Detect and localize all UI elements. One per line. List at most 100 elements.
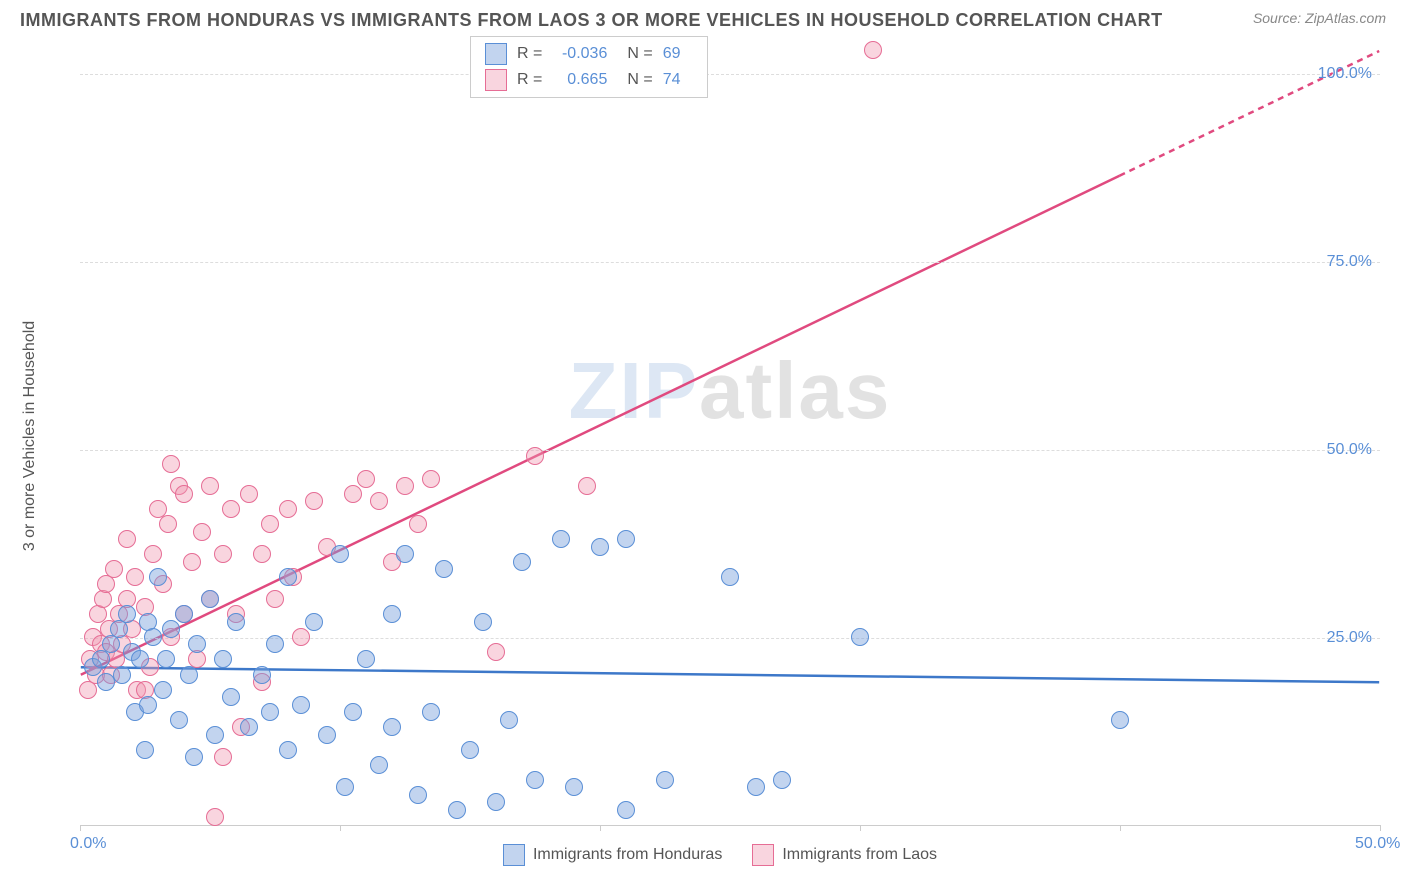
scatter-point bbox=[113, 666, 131, 684]
scatter-point bbox=[193, 523, 211, 541]
scatter-point bbox=[357, 470, 375, 488]
scatter-point bbox=[336, 778, 354, 796]
scatter-point bbox=[396, 477, 414, 495]
scatter-point bbox=[222, 500, 240, 518]
legend-label-laos: Immigrants from Laos bbox=[782, 846, 937, 864]
scatter-point bbox=[331, 545, 349, 563]
legend-swatch-honduras bbox=[503, 844, 525, 866]
scatter-point bbox=[851, 628, 869, 646]
legend-swatch-laos bbox=[752, 844, 774, 866]
scatter-point bbox=[266, 590, 284, 608]
scatter-point bbox=[552, 530, 570, 548]
x-tick bbox=[1380, 825, 1381, 831]
scatter-point bbox=[183, 553, 201, 571]
scatter-point bbox=[461, 741, 479, 759]
scatter-point bbox=[370, 492, 388, 510]
scatter-point bbox=[136, 741, 154, 759]
watermark-atlas: atlas bbox=[699, 346, 891, 435]
r-label: R = bbox=[517, 45, 542, 63]
scatter-point bbox=[253, 545, 271, 563]
scatter-point bbox=[118, 530, 136, 548]
scatter-point bbox=[162, 455, 180, 473]
stats-legend-box: R = -0.036 N = 69 R = 0.665 N = 74 bbox=[470, 36, 708, 98]
scatter-point bbox=[435, 560, 453, 578]
stats-row-laos: R = 0.665 N = 74 bbox=[485, 67, 693, 93]
scatter-point bbox=[526, 447, 544, 465]
scatter-point bbox=[357, 650, 375, 668]
scatter-point bbox=[261, 515, 279, 533]
scatter-point bbox=[513, 553, 531, 571]
scatter-point bbox=[1111, 711, 1129, 729]
scatter-point bbox=[422, 470, 440, 488]
grid-line bbox=[80, 262, 1380, 263]
scatter-point bbox=[279, 500, 297, 518]
swatch-laos bbox=[485, 69, 507, 91]
scatter-point bbox=[175, 485, 193, 503]
trend-line bbox=[81, 667, 1379, 682]
scatter-point bbox=[383, 718, 401, 736]
y-tick-label: 50.0% bbox=[1327, 441, 1372, 459]
scatter-point bbox=[279, 741, 297, 759]
scatter-point bbox=[383, 605, 401, 623]
scatter-point bbox=[118, 605, 136, 623]
grid-line bbox=[80, 450, 1380, 451]
chart-container: 3 or more Vehicles in Household ZIPatlas… bbox=[60, 36, 1380, 836]
r-value-honduras: -0.036 bbox=[552, 45, 607, 63]
y-tick-label: 25.0% bbox=[1327, 629, 1372, 647]
scatter-point bbox=[591, 538, 609, 556]
scatter-point bbox=[253, 666, 271, 684]
scatter-point bbox=[370, 756, 388, 774]
n-label: N = bbox=[627, 45, 652, 63]
scatter-point bbox=[180, 666, 198, 684]
scatter-point bbox=[222, 688, 240, 706]
x-tick bbox=[860, 825, 861, 831]
scatter-point bbox=[292, 696, 310, 714]
scatter-point bbox=[240, 485, 258, 503]
x-tick bbox=[80, 825, 81, 831]
scatter-point bbox=[578, 477, 596, 495]
n-label: N = bbox=[627, 71, 652, 89]
scatter-point bbox=[526, 771, 544, 789]
chart-title: IMMIGRANTS FROM HONDURAS VS IMMIGRANTS F… bbox=[20, 10, 1163, 31]
scatter-point bbox=[201, 590, 219, 608]
r-label: R = bbox=[517, 71, 542, 89]
swatch-honduras bbox=[485, 43, 507, 65]
scatter-point bbox=[500, 711, 518, 729]
scatter-point bbox=[344, 703, 362, 721]
scatter-point bbox=[157, 650, 175, 668]
scatter-point bbox=[175, 605, 193, 623]
scatter-point bbox=[448, 801, 466, 819]
legend-item-laos: Immigrants from Laos bbox=[752, 844, 937, 866]
stats-row-honduras: R = -0.036 N = 69 bbox=[485, 41, 693, 67]
x-tick bbox=[600, 825, 601, 831]
scatter-point bbox=[261, 703, 279, 721]
n-value-honduras: 69 bbox=[663, 45, 693, 63]
watermark: ZIPatlas bbox=[569, 345, 892, 437]
scatter-point bbox=[773, 771, 791, 789]
scatter-point bbox=[266, 635, 284, 653]
scatter-point bbox=[487, 643, 505, 661]
scatter-point bbox=[214, 748, 232, 766]
scatter-point bbox=[188, 635, 206, 653]
scatter-point bbox=[105, 560, 123, 578]
y-axis-title: 3 or more Vehicles in Household bbox=[21, 321, 39, 551]
scatter-point bbox=[487, 793, 505, 811]
legend-item-honduras: Immigrants from Honduras bbox=[503, 844, 722, 866]
scatter-point bbox=[864, 41, 882, 59]
scatter-point bbox=[149, 568, 167, 586]
scatter-point bbox=[206, 726, 224, 744]
trend-line bbox=[81, 176, 1120, 675]
scatter-point bbox=[474, 613, 492, 631]
scatter-point bbox=[409, 515, 427, 533]
x-tick bbox=[340, 825, 341, 831]
scatter-point bbox=[344, 485, 362, 503]
scatter-point bbox=[185, 748, 203, 766]
y-tick-label: 100.0% bbox=[1318, 65, 1372, 83]
scatter-point bbox=[126, 568, 144, 586]
scatter-point bbox=[279, 568, 297, 586]
scatter-point bbox=[144, 628, 162, 646]
scatter-point bbox=[565, 778, 583, 796]
scatter-point bbox=[292, 628, 310, 646]
watermark-zip: ZIP bbox=[569, 346, 699, 435]
scatter-point bbox=[422, 703, 440, 721]
